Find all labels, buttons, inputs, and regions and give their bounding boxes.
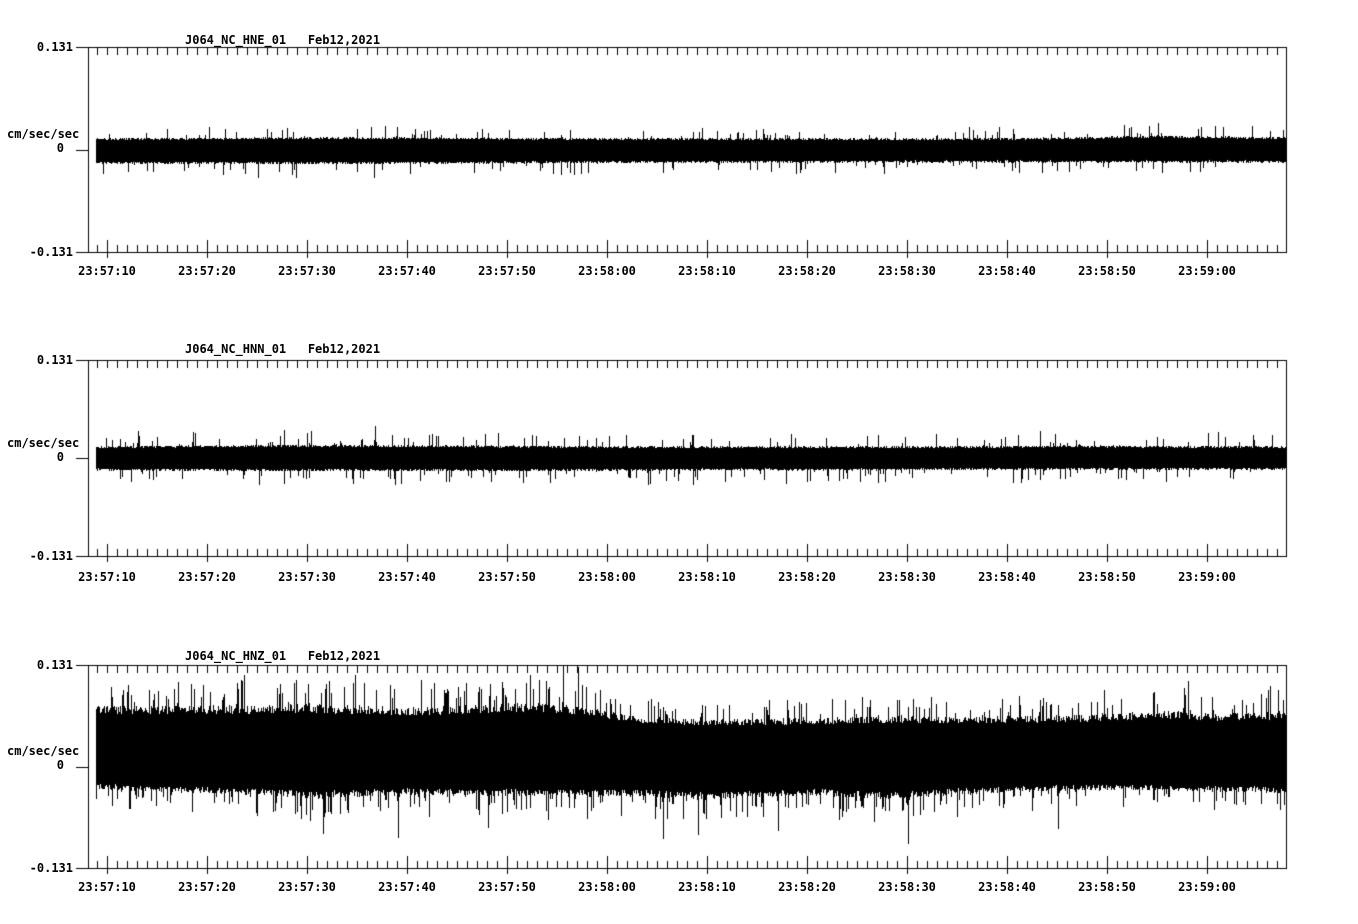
ytick-max-label: 0.131 [36, 658, 73, 672]
xtick-time-label: 23:59:00 [1178, 264, 1236, 278]
xtick-time-label: 23:58:10 [678, 880, 736, 894]
xtick-time-label: 23:57:20 [178, 880, 236, 894]
xtick-time-label: 23:57:40 [378, 264, 436, 278]
xtick-time-label: 23:58:20 [778, 880, 836, 894]
ytick-max-label: 0.131 [36, 40, 73, 54]
xtick-time-label: 23:58:30 [878, 880, 936, 894]
ytick-zero-label: 0 [56, 758, 64, 772]
xtick-time-label: 23:58:00 [578, 880, 636, 894]
xtick-time-label: 23:57:50 [478, 570, 536, 584]
xtick-time-label: 23:57:30 [278, 880, 336, 894]
ytick-min-label: -0.131 [29, 245, 73, 259]
y-axis-units-label: cm/sec/sec [7, 127, 80, 141]
xtick-time-label: 23:57:40 [378, 880, 436, 894]
xtick-time-label: 23:58:00 [578, 264, 636, 278]
xtick-time-label: 23:58:40 [978, 880, 1036, 894]
ytick-max-label: 0.131 [36, 353, 73, 367]
ytick-min-label: -0.131 [29, 549, 73, 563]
ytick-min-label: -0.131 [29, 861, 73, 875]
xtick-time-label: 23:58:50 [1078, 264, 1136, 278]
xtick-time-label: 23:57:40 [378, 570, 436, 584]
xtick-time-label: 23:57:10 [78, 570, 136, 584]
xtick-time-label: 23:57:10 [78, 880, 136, 894]
ytick-zero-label: 0 [56, 141, 64, 155]
xtick-time-label: 23:58:40 [978, 264, 1036, 278]
xtick-time-label: 23:58:30 [878, 264, 936, 278]
xtick-time-label: 23:57:30 [278, 264, 336, 278]
xtick-time-label: 23:58:40 [978, 570, 1036, 584]
xtick-time-label: 23:58:20 [778, 570, 836, 584]
xtick-time-label: 23:57:20 [178, 570, 236, 584]
panel-title: J064_NC_HNE_01 Feb12,2021 [185, 33, 381, 47]
xtick-time-label: 23:57:20 [178, 264, 236, 278]
y-axis-units-label: cm/sec/sec [7, 744, 80, 758]
xtick-time-label: 23:58:50 [1078, 570, 1136, 584]
xtick-time-label: 23:58:20 [778, 264, 836, 278]
xtick-time-label: 23:58:10 [678, 264, 736, 278]
xtick-time-label: 23:58:30 [878, 570, 936, 584]
panel-title: J064_NC_HNZ_01 Feb12,2021 [185, 649, 381, 663]
xtick-time-label: 23:57:10 [78, 264, 136, 278]
ytick-zero-label: 0 [56, 450, 64, 464]
xtick-time-label: 23:57:50 [478, 880, 536, 894]
xtick-time-label: 23:57:50 [478, 264, 536, 278]
xtick-time-label: 23:58:00 [578, 570, 636, 584]
xtick-time-label: 23:59:00 [1178, 880, 1236, 894]
xtick-time-label: 23:57:30 [278, 570, 336, 584]
panel-title: J064_NC_HNN_01 Feb12,2021 [185, 342, 381, 356]
y-axis-units-label: cm/sec/sec [7, 436, 80, 450]
xtick-time-label: 23:58:10 [678, 570, 736, 584]
xtick-time-label: 23:58:50 [1078, 880, 1136, 894]
xtick-time-label: 23:59:00 [1178, 570, 1236, 584]
